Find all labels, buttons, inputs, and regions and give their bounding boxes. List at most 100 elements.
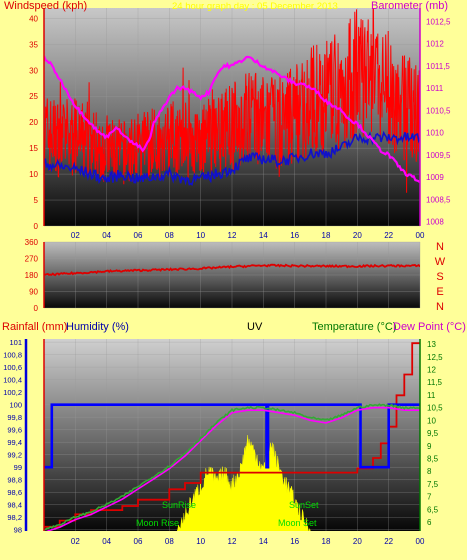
humidity-y-tick-label: 100,2 (3, 388, 22, 397)
rainfall-line (44, 342, 420, 528)
rain-x-tick-label: 04 (102, 537, 111, 546)
rain-x-tick-label: 10 (196, 537, 205, 546)
direction-y-tick-label: 360 (25, 238, 39, 247)
uv-area (176, 435, 311, 531)
humidity-y-tick-label: 100,8 (3, 351, 22, 360)
wind-y-tick-label: 20 (29, 118, 38, 127)
temperature-y-tick-label: 12,5 (427, 353, 443, 362)
barometer-y-tick-label: 1012 (426, 40, 444, 49)
compass-letter: S (436, 271, 443, 283)
wind-x-tick-label: 06 (134, 231, 143, 240)
wind-y-tick-label: 5 (34, 196, 39, 205)
moonset-label: Moon Set (278, 518, 317, 528)
rain-x-tick-label: 20 (353, 537, 362, 546)
rain-x-tick-label: 00 (416, 537, 425, 546)
barometer-axis-title: Barometer (mb) (371, 0, 448, 12)
humidity-y-tick-label: 98 (14, 526, 22, 535)
humidity-axis-title: Humidity (%) (66, 321, 129, 333)
humidity-y-tick-label: 98,8 (7, 476, 22, 485)
humidity-y-tick-label: 100 (9, 401, 22, 410)
temperature-y-tick-label: 8,5 (427, 455, 439, 464)
temperature-axis-title: Temperature (°C) (312, 321, 396, 333)
sunset-label: SunSet (289, 500, 319, 510)
humidity-y-tick-label: 99,6 (7, 426, 22, 435)
rain-x-tick-label: 16 (290, 537, 299, 546)
humidity-y-tick-label: 100,4 (3, 376, 22, 385)
rain-x-tick-label: 14 (259, 537, 268, 546)
humidity-y-tick-label: 100,6 (3, 363, 22, 372)
humidity-y-tick-label: 99,4 (7, 438, 22, 447)
wind-x-tick-label: 14 (259, 231, 268, 240)
temperature-y-tick-label: 10,5 (427, 404, 443, 413)
wind-x-tick-label: 20 (353, 231, 362, 240)
barometer-y-tick-label: 1011 (426, 84, 444, 93)
wind-x-tick-label: 12 (228, 231, 237, 240)
humidity-y-tick-label: 101 (9, 338, 22, 347)
wind-y-tick-label: 0 (34, 222, 39, 231)
temperature-y-tick-label: 11,5 (427, 378, 443, 387)
axis-layer: 051015202530354010081008,510091009,51010… (3, 8, 451, 546)
compass-letter: N (436, 301, 444, 313)
humidity-y-tick-label: 99,8 (7, 413, 22, 422)
windspeed-axis-title: Windspeed (kph) (4, 0, 87, 12)
temperature-y-tick-label: 11 (427, 391, 436, 400)
direction-y-tick-label: 0 (34, 304, 39, 313)
wind-x-tick-label: 16 (290, 231, 299, 240)
wind-y-tick-label: 10 (29, 170, 38, 179)
wind-y-tick-label: 35 (29, 40, 38, 49)
humidity-line (44, 403, 420, 469)
humidity-y-tick-label: 98,6 (7, 488, 22, 497)
wind-average-line (44, 130, 420, 186)
barometer-y-tick-label: 1008,5 (426, 195, 451, 204)
temperature-line (44, 403, 420, 531)
uv-axis-title: UV (247, 321, 263, 333)
direction-y-tick-label: 180 (25, 271, 39, 280)
rain-x-tick-label: 18 (322, 537, 331, 546)
wind-x-tick-label: 22 (384, 231, 393, 240)
moonrise-label: Moon Rise (136, 518, 179, 528)
humidity-y-tick-label: 98,2 (7, 513, 22, 522)
barometer-y-tick-label: 1010 (426, 129, 444, 138)
wind-x-tick-label: 04 (102, 231, 111, 240)
windspeed-line (44, 8, 420, 193)
wind-x-tick-label: 00 (416, 231, 425, 240)
wind-x-tick-label: 08 (165, 231, 174, 240)
direction-line (44, 263, 420, 277)
wind-y-tick-label: 15 (29, 144, 38, 153)
wind-y-tick-label: 25 (29, 92, 38, 101)
compass-letter: E (436, 286, 443, 298)
rain-x-tick-label: 08 (165, 537, 174, 546)
barometer-y-tick-label: 1012,5 (426, 17, 451, 26)
direction-y-tick-label: 270 (25, 255, 39, 264)
humidity-y-tick-label: 98,4 (7, 501, 22, 510)
windspeed-series-group (44, 8, 420, 193)
temperature-y-tick-label: 6 (427, 518, 432, 527)
rain-x-tick-label: 02 (71, 537, 80, 546)
temperature-y-tick-label: 8 (427, 467, 432, 476)
temperature-y-tick-label: 7,5 (427, 480, 439, 489)
sunrise-label: SunRise (162, 500, 196, 510)
barometer-y-tick-label: 1010,5 (426, 106, 451, 115)
wind-x-tick-label: 18 (322, 231, 331, 240)
temperature-y-tick-label: 13 (427, 340, 436, 349)
temperature-y-tick-label: 10 (427, 416, 436, 425)
dewpoint-line (45, 406, 420, 531)
wind-y-tick-label: 30 (29, 66, 38, 75)
wind-x-tick-label: 02 (71, 231, 80, 240)
humidity-y-tick-label: 99,2 (7, 451, 22, 460)
dewpoint-axis-title: Dew Point (°C) (393, 321, 466, 333)
barometer-y-tick-label: 1009 (426, 173, 444, 182)
temperature-y-tick-label: 6,5 (427, 505, 439, 514)
wind-x-tick-label: 10 (196, 231, 205, 240)
rain-x-tick-label: 22 (384, 537, 393, 546)
temperature-y-tick-label: 9 (427, 442, 432, 451)
temperature-y-tick-label: 12 (427, 366, 436, 375)
rainfall-axis-title: Rainfall (mm) (2, 321, 67, 333)
rain-series-group (44, 342, 420, 531)
compass-letter: N (436, 241, 444, 253)
rain-x-tick-label: 12 (228, 537, 237, 546)
graph-title: 24 hour graph day : 05 December 2013 (172, 1, 338, 12)
